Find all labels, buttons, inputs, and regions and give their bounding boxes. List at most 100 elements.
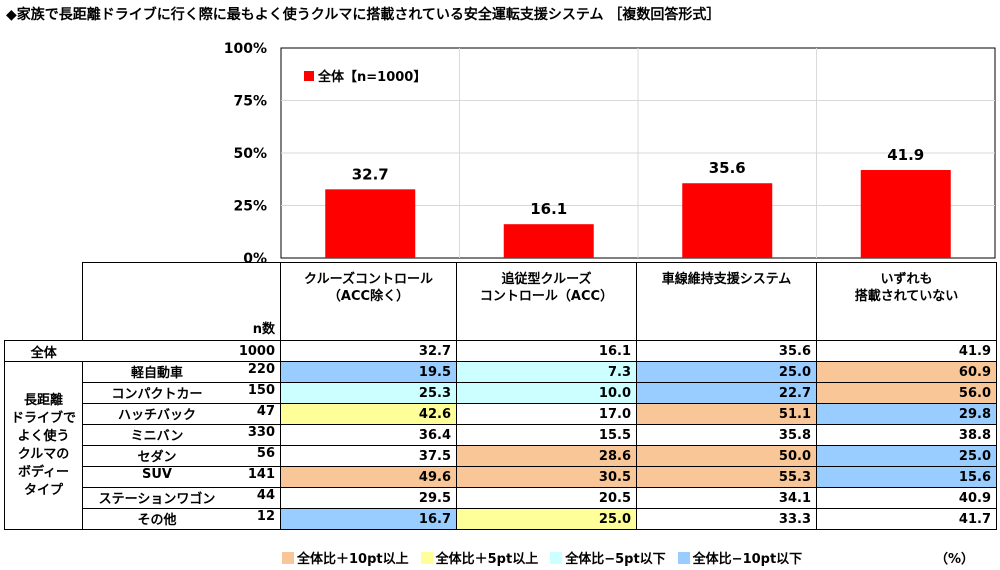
y-tick-label: 75% bbox=[233, 94, 267, 110]
row-label-cell: セダン 56 bbox=[82, 445, 281, 467]
y-tick-label: 0% bbox=[243, 251, 267, 262]
row-n: 56 bbox=[256, 446, 275, 461]
table-cell: 30.5 bbox=[456, 466, 637, 488]
column-header: クルーズコントロール （ACC除く） bbox=[280, 262, 457, 341]
table-cell: 15.6 bbox=[816, 466, 997, 488]
row-n: 220 bbox=[247, 362, 275, 377]
legend-item: 全体比＋5pt以上 bbox=[420, 548, 539, 567]
legend-item: 全体比−10pt以下 bbox=[677, 548, 803, 567]
table-cell: 49.6 bbox=[280, 466, 457, 488]
row-n: 44 bbox=[256, 488, 275, 503]
table-cell: 34.1 bbox=[636, 487, 817, 509]
row-n: 47 bbox=[256, 404, 275, 419]
table-cell: 60.9 bbox=[816, 361, 997, 383]
row-label: コンパクトカー bbox=[111, 387, 203, 402]
data-label: 35.6 bbox=[709, 159, 746, 177]
bar-chart: 100% 75% 50% 25% 0% 32.7 16.1 35.6 41.9 全体【n=1000… bbox=[224, 41, 996, 262]
bar bbox=[682, 183, 773, 258]
row-label: ハッチバック bbox=[117, 408, 196, 423]
row-label: その他 bbox=[137, 513, 177, 528]
total-value: 16.1 bbox=[456, 340, 637, 362]
row-n: 141 bbox=[247, 467, 275, 482]
table-cell: 25.0 bbox=[636, 361, 817, 383]
table-cell: 16.7 bbox=[280, 508, 457, 530]
legend-swatch bbox=[677, 552, 690, 564]
y-tick-label: 100% bbox=[224, 41, 267, 57]
data-label: 32.7 bbox=[352, 165, 389, 183]
table-cell: 17.0 bbox=[456, 403, 637, 425]
table-cell: 15.5 bbox=[456, 424, 637, 446]
table-cell: 51.1 bbox=[636, 403, 817, 425]
table-cell: 40.9 bbox=[816, 487, 997, 509]
row-n: 150 bbox=[247, 383, 275, 398]
legend-swatch bbox=[550, 552, 563, 564]
total-value: 35.6 bbox=[636, 340, 817, 362]
legend-item: 全体比＋10pt以上 bbox=[282, 548, 409, 567]
column-header: 追従型クルーズ コントロール（ACC） bbox=[456, 262, 637, 341]
legend-label: 全体比＋5pt以上 bbox=[435, 552, 539, 567]
row-label-cell: ミニバン 330 bbox=[82, 424, 281, 446]
row-label-cell: ステーションワゴン 44 bbox=[82, 487, 281, 509]
legend-swatch bbox=[282, 552, 294, 564]
row-label: SUV bbox=[142, 467, 172, 482]
table-cell: 33.3 bbox=[636, 508, 817, 530]
legend-label: 全体【n=1000】 bbox=[317, 69, 426, 85]
header-blank bbox=[4, 262, 83, 341]
table-cell: 41.7 bbox=[816, 508, 997, 530]
unit-label: （%） bbox=[935, 552, 975, 567]
y-tick-label: 25% bbox=[233, 199, 267, 215]
legend-label: 全体比−5pt以下 bbox=[565, 552, 666, 567]
legend-label: 全体比＋10pt以上 bbox=[297, 552, 409, 567]
table-cell: 19.5 bbox=[280, 361, 457, 383]
row-n: 330 bbox=[247, 425, 275, 440]
table-cell: 42.6 bbox=[280, 403, 457, 425]
row-label: ステーションワゴン bbox=[98, 492, 216, 507]
table-cell: 10.0 bbox=[456, 382, 637, 404]
y-tick-label: 50% bbox=[233, 146, 267, 162]
table-cell: 35.8 bbox=[636, 424, 817, 446]
bar bbox=[503, 224, 594, 258]
table-cell: 28.6 bbox=[456, 445, 637, 467]
table-cell: 29.5 bbox=[280, 487, 457, 509]
chart-title: ◆家族で長距離ドライブに行く際に最もよく使うクルマに搭載されている安全運転支援シ… bbox=[6, 7, 721, 23]
row-label: セダン bbox=[137, 450, 177, 465]
data-table: n数 クルーズコントロール （ACC除く） 追従型クルーズ コントロール（ACC） 車線維… bbox=[4, 262, 997, 530]
data-label: 41.9 bbox=[887, 146, 924, 164]
total-label: 全体 bbox=[4, 340, 83, 362]
bar bbox=[860, 170, 951, 258]
row-label-cell: ハッチバック 47 bbox=[82, 403, 281, 425]
highlight-legend: 全体比＋10pt以上 全体比＋5pt以上 全体比−5pt以下 全体比−10pt以下 bbox=[282, 548, 814, 567]
legend-item: 全体比−5pt以下 bbox=[550, 548, 666, 567]
row-label-cell: コンパクトカー 150 bbox=[82, 382, 281, 404]
table-cell: 37.5 bbox=[280, 445, 457, 467]
table-cell: 50.0 bbox=[636, 445, 817, 467]
table-cell: 55.3 bbox=[636, 466, 817, 488]
total-value: 41.9 bbox=[816, 340, 997, 362]
table-cell: 38.8 bbox=[816, 424, 997, 446]
table-cell: 25.0 bbox=[816, 445, 997, 467]
table-cell: 25.3 bbox=[280, 382, 457, 404]
n-header: n数 bbox=[82, 262, 281, 341]
row-label-cell: 軽自動車 220 bbox=[82, 361, 281, 383]
legend-label: 全体比−10pt以下 bbox=[692, 552, 803, 567]
table-cell: 7.3 bbox=[456, 361, 637, 383]
table-cell: 56.0 bbox=[816, 382, 997, 404]
table-cell: 20.5 bbox=[456, 487, 637, 509]
table-cell: 22.7 bbox=[636, 382, 817, 404]
table-cell: 36.4 bbox=[280, 424, 457, 446]
column-header: いずれも 搭載されていない bbox=[816, 262, 997, 341]
data-label: 16.1 bbox=[530, 200, 567, 218]
total-n: 1000 bbox=[82, 340, 281, 362]
table-cell: 29.8 bbox=[816, 403, 997, 425]
legend-swatch bbox=[420, 552, 433, 564]
row-n: 12 bbox=[256, 509, 275, 524]
row-label: ミニバン bbox=[130, 429, 184, 444]
row-label-cell: SUV 141 bbox=[82, 466, 281, 488]
total-value: 32.7 bbox=[280, 340, 457, 362]
legend-swatch bbox=[304, 71, 314, 81]
bar bbox=[325, 189, 416, 258]
group-label: 長距離 ドライブで よく使う クルマの ボディー タイプ bbox=[4, 361, 83, 530]
row-label-cell: その他 12 bbox=[82, 508, 281, 530]
row-label: 軽自動車 bbox=[130, 366, 183, 381]
column-header: 車線維持支援システム bbox=[636, 262, 817, 341]
